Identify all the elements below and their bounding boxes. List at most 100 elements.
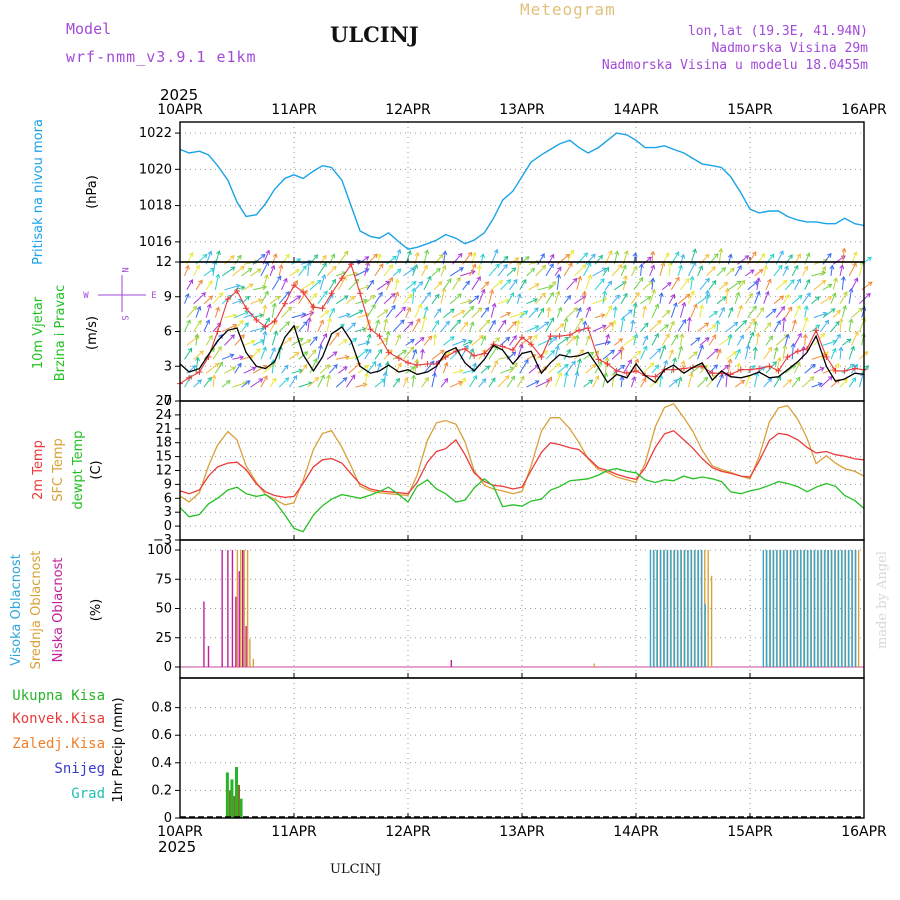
wind-arrow xyxy=(232,266,245,277)
wind-arrow xyxy=(699,254,710,265)
top-date-label: 10APR xyxy=(157,102,203,118)
pressure-line xyxy=(179,132,865,250)
wind-arrow xyxy=(348,337,357,346)
wind-arrow xyxy=(335,295,349,305)
wind-arrow xyxy=(469,264,476,277)
wind-arrow xyxy=(449,381,463,388)
wind-arrow-head xyxy=(790,279,795,284)
wind-arrow xyxy=(460,270,475,277)
wind-arrow xyxy=(469,375,477,388)
wind-arrow xyxy=(794,362,801,374)
wind-arrow xyxy=(763,265,767,277)
wind-arrow-head xyxy=(564,363,569,369)
wind-arrow xyxy=(782,265,789,277)
wind-arrow xyxy=(585,306,591,318)
wind-arrow xyxy=(462,306,474,318)
wind-arrow-head xyxy=(503,255,509,261)
wind-arrow xyxy=(364,319,371,332)
wind-arrow xyxy=(765,308,777,318)
wind-arrow-head xyxy=(493,359,499,365)
wind-arrow xyxy=(554,266,562,277)
wind-arrow-head xyxy=(271,377,277,383)
wind-arrow-head xyxy=(322,254,327,260)
wind-arrow xyxy=(309,280,322,291)
wind-arrow-head xyxy=(343,295,349,300)
wind-arrow-head xyxy=(366,348,372,354)
wind-arrow xyxy=(346,374,356,388)
wind-arrow-head xyxy=(449,308,455,314)
wind-arrow xyxy=(535,265,546,277)
wind-arrow xyxy=(556,274,560,290)
wind-arrow-head xyxy=(230,334,235,339)
wind-arrow-head xyxy=(443,377,449,383)
wind-arrow-head xyxy=(732,351,738,356)
wind-arrow xyxy=(224,255,235,265)
wind-arrow xyxy=(528,283,540,291)
wind-arrow-head xyxy=(265,249,271,255)
wind-arrow-head xyxy=(635,291,640,297)
wind-arrow-head xyxy=(254,259,260,265)
wind-arrow xyxy=(319,255,327,265)
temp-2m-label: 2m Temp xyxy=(31,440,46,500)
wind-arrow-head xyxy=(693,351,698,356)
wind-arrow xyxy=(509,279,518,291)
wind-arrow-head xyxy=(188,279,194,284)
wind-arrow-head xyxy=(388,276,394,282)
wind-arrow-head xyxy=(849,363,855,369)
wind-arrow-head xyxy=(342,339,348,344)
wind-arrow-head xyxy=(410,366,416,371)
wind-arrow xyxy=(697,294,711,305)
wind-arrow xyxy=(452,369,463,374)
wind-arrow xyxy=(260,261,269,277)
wind-arrow xyxy=(460,321,469,332)
wind-arrow xyxy=(756,253,765,265)
wind-arrow xyxy=(307,293,317,305)
precip-total-bar xyxy=(235,766,238,818)
wind-arrow xyxy=(509,362,518,374)
wind-arrow xyxy=(708,334,717,346)
wind-arrow xyxy=(234,334,245,346)
wind-arrow xyxy=(557,364,569,374)
wind-arrow-head xyxy=(262,330,268,336)
wind-arrow xyxy=(338,313,350,319)
wind-arrow-head xyxy=(513,362,518,368)
wind-arrow-head xyxy=(294,351,300,357)
wind-arrow xyxy=(440,320,450,332)
wind-arrow-head xyxy=(330,253,336,259)
wind-arrow-head xyxy=(822,311,828,317)
wind-arrow xyxy=(832,334,841,346)
wind-arrow-head xyxy=(556,273,562,279)
wind-arrow xyxy=(576,307,582,318)
wind-arrow xyxy=(203,377,212,388)
top-date-label: 15APR xyxy=(727,102,773,118)
wind-arrow-head xyxy=(503,263,508,269)
wind-arrow-head xyxy=(350,295,356,301)
wind-arrow xyxy=(642,362,655,374)
wind-arrow-head xyxy=(306,339,312,344)
wind-arrow-head xyxy=(207,250,213,256)
wind-arrow-head xyxy=(296,295,302,300)
wind-arrow-head xyxy=(841,247,847,253)
wind-arrow-head xyxy=(543,350,549,355)
wind-arrow xyxy=(763,347,773,360)
wind-arrow xyxy=(830,348,836,360)
wind-arrow-head xyxy=(577,358,582,364)
wind-arrow xyxy=(631,266,638,277)
wind-arrow xyxy=(811,382,822,388)
wind-arrow-head xyxy=(431,372,437,377)
wind-arrow-head xyxy=(262,304,268,310)
wind-arrow-head xyxy=(189,251,194,257)
wind-arrow xyxy=(281,337,292,346)
wind-arrow xyxy=(801,266,808,277)
wind-arrow-head xyxy=(283,364,289,370)
wind-arrow-head xyxy=(581,290,587,296)
wind-arrow-head xyxy=(195,356,201,362)
wind-arrow xyxy=(442,278,452,291)
wind-arrow xyxy=(186,279,193,291)
wind-arrow-head xyxy=(673,334,679,339)
temp-unit: (C) xyxy=(89,460,104,479)
bottom-date-label: 16APR xyxy=(841,824,887,840)
wind-arrow xyxy=(307,349,317,360)
wind-arrow xyxy=(298,321,308,332)
wind-arrow xyxy=(754,321,757,332)
